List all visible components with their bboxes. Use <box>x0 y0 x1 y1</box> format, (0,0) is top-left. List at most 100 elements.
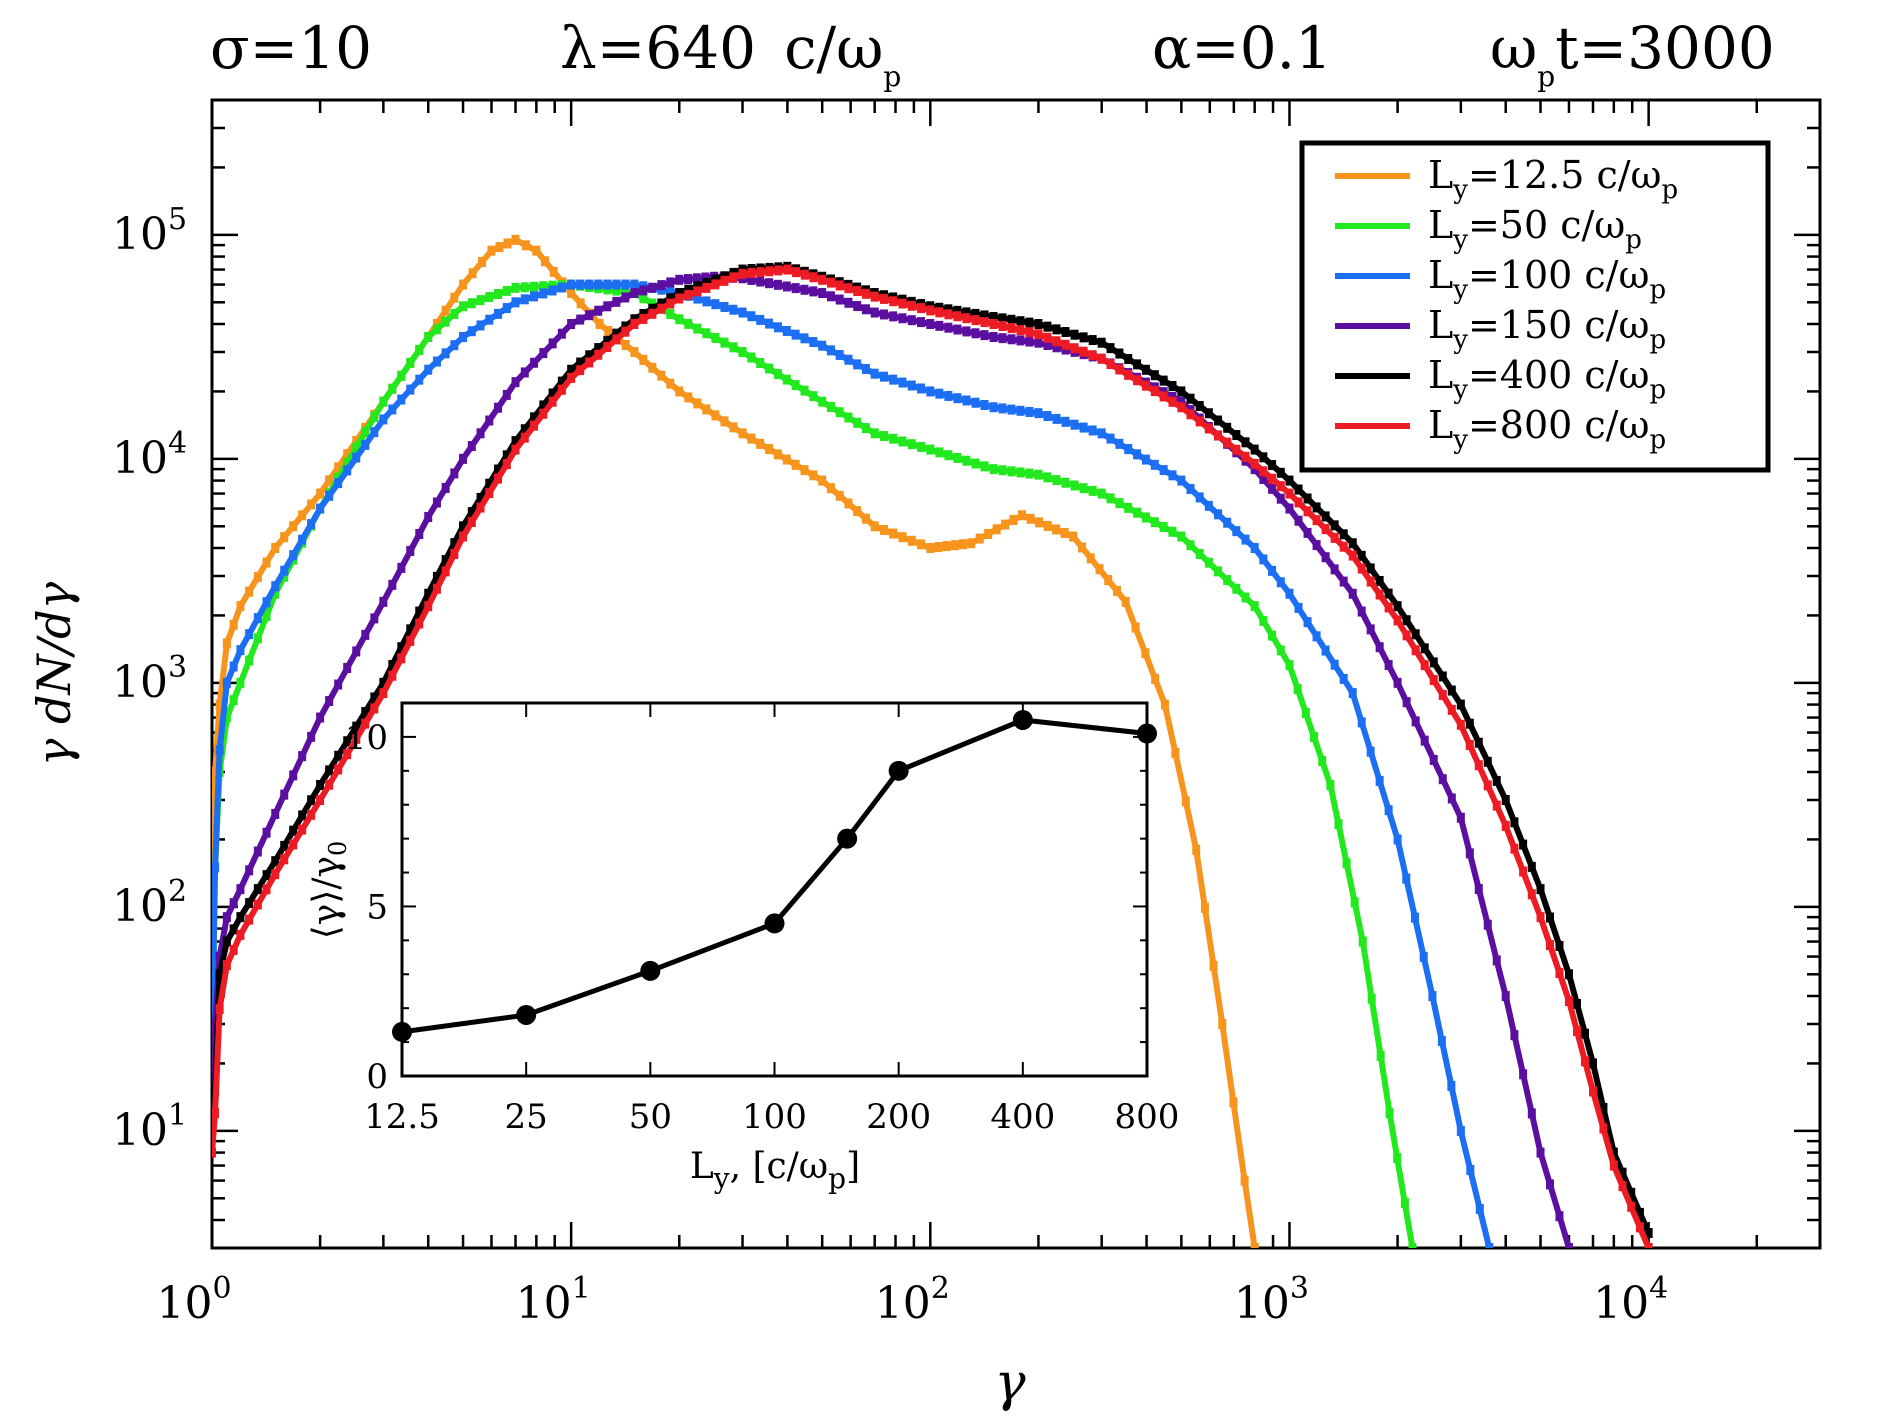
series-marker-1 <box>1106 493 1115 504</box>
series-marker-3 <box>1357 606 1366 617</box>
series-marker-0 <box>747 433 756 444</box>
series-marker-3 <box>1438 774 1447 785</box>
series-marker-0 <box>567 288 576 299</box>
series-marker-5 <box>1007 323 1016 334</box>
series-marker-0 <box>576 298 585 309</box>
series-marker-5 <box>898 298 907 309</box>
series-marker-1 <box>1186 540 1195 551</box>
series-marker-2 <box>1061 416 1070 427</box>
inset-data-point <box>888 760 909 781</box>
series-marker-4 <box>271 856 280 867</box>
series-marker-4 <box>494 464 503 475</box>
series-marker-3 <box>406 545 415 556</box>
series-marker-4 <box>1366 563 1375 574</box>
series-marker-3 <box>1510 1030 1519 1041</box>
series-marker-1 <box>898 436 907 447</box>
inset-data-point <box>392 1021 412 1042</box>
series-marker-3 <box>594 305 603 316</box>
series-marker-4 <box>1025 317 1034 328</box>
series-marker-2 <box>962 395 971 406</box>
series-marker-4 <box>1474 737 1483 748</box>
series-marker-2 <box>1016 405 1025 416</box>
main-plot-frame <box>210 98 1822 1250</box>
series-marker-0 <box>984 528 993 539</box>
series-marker-5 <box>1223 437 1232 448</box>
series-marker-3 <box>1420 735 1429 746</box>
series-marker-1 <box>1385 1108 1394 1119</box>
series-marker-5 <box>245 914 254 925</box>
series-marker-5 <box>1303 506 1312 517</box>
series-marker-4 <box>298 810 307 821</box>
series-marker-5 <box>222 960 231 971</box>
series-marker-2 <box>1456 1125 1465 1136</box>
series-marker-0 <box>1104 575 1113 586</box>
series-marker-2 <box>520 294 529 305</box>
series-marker-1 <box>1141 512 1150 523</box>
series-marker-2 <box>459 331 468 342</box>
series-marker-5 <box>1141 380 1150 391</box>
series-marker-5 <box>585 357 594 368</box>
header-lambda: λ=640 c/ωp <box>560 14 901 93</box>
series-marker-5 <box>980 317 989 328</box>
series-marker-5 <box>702 282 711 293</box>
series-marker-1 <box>765 363 774 374</box>
series-marker-0 <box>950 540 959 551</box>
series-marker-4 <box>1589 1058 1598 1069</box>
series-marker-2 <box>325 490 334 501</box>
series-marker-0 <box>1151 673 1160 684</box>
series-marker-0 <box>478 256 487 267</box>
series-marker-2 <box>212 862 220 873</box>
series-marker-2 <box>539 288 548 299</box>
series-marker-0 <box>1192 844 1201 855</box>
series-marker-2 <box>1034 408 1043 419</box>
series-marker-5 <box>1241 451 1250 462</box>
series-marker-2 <box>1312 631 1321 642</box>
series-marker-4 <box>567 364 576 375</box>
series-marker-5 <box>844 283 853 294</box>
series-marker-1 <box>370 411 379 422</box>
series-marker-3 <box>1402 697 1411 708</box>
series-marker-2 <box>1159 465 1168 476</box>
series-marker-0 <box>441 305 450 316</box>
series-marker-3 <box>1250 464 1259 475</box>
series-marker-2 <box>1348 688 1357 699</box>
series-marker-4 <box>1052 324 1061 335</box>
series-marker-1 <box>361 427 370 438</box>
series-marker-0 <box>1181 796 1190 807</box>
series-marker-2 <box>379 414 388 425</box>
series-marker-0 <box>870 521 879 532</box>
series-marker-1 <box>612 285 621 296</box>
series-marker-1 <box>1177 531 1186 542</box>
series-marker-0 <box>1209 960 1218 971</box>
series-marker-1 <box>343 457 352 468</box>
series-marker-3 <box>494 402 503 413</box>
series-marker-5 <box>1492 800 1501 811</box>
series-marker-0 <box>468 268 477 279</box>
series-marker-3 <box>222 912 231 923</box>
series-marker-0 <box>1171 747 1180 758</box>
series-marker-5 <box>792 267 801 278</box>
inset-x-tick-label: 50 <box>629 1097 672 1137</box>
series-marker-1 <box>926 444 935 455</box>
series-marker-3 <box>861 304 870 315</box>
series-marker-1 <box>441 316 450 327</box>
series-marker-4 <box>1492 775 1501 786</box>
series-marker-3 <box>467 441 476 452</box>
series-marker-5 <box>271 869 280 880</box>
series-marker-1 <box>1232 583 1241 594</box>
series-marker-2 <box>1070 419 1079 430</box>
series-marker-0 <box>1240 1175 1249 1186</box>
series-marker-1 <box>1025 468 1034 479</box>
series-marker-2 <box>747 311 756 322</box>
series-marker-3 <box>701 272 710 283</box>
series-marker-5 <box>1580 1056 1589 1067</box>
series-marker-0 <box>253 572 262 583</box>
series-marker-2 <box>467 326 476 337</box>
series-marker-4 <box>530 412 539 423</box>
series-marker-3 <box>557 328 566 339</box>
series-marker-1 <box>1342 858 1351 869</box>
series-marker-5 <box>1366 576 1375 587</box>
series-marker-4 <box>1510 817 1519 828</box>
series-marker-4 <box>432 571 441 582</box>
series-marker-2 <box>1079 422 1088 433</box>
